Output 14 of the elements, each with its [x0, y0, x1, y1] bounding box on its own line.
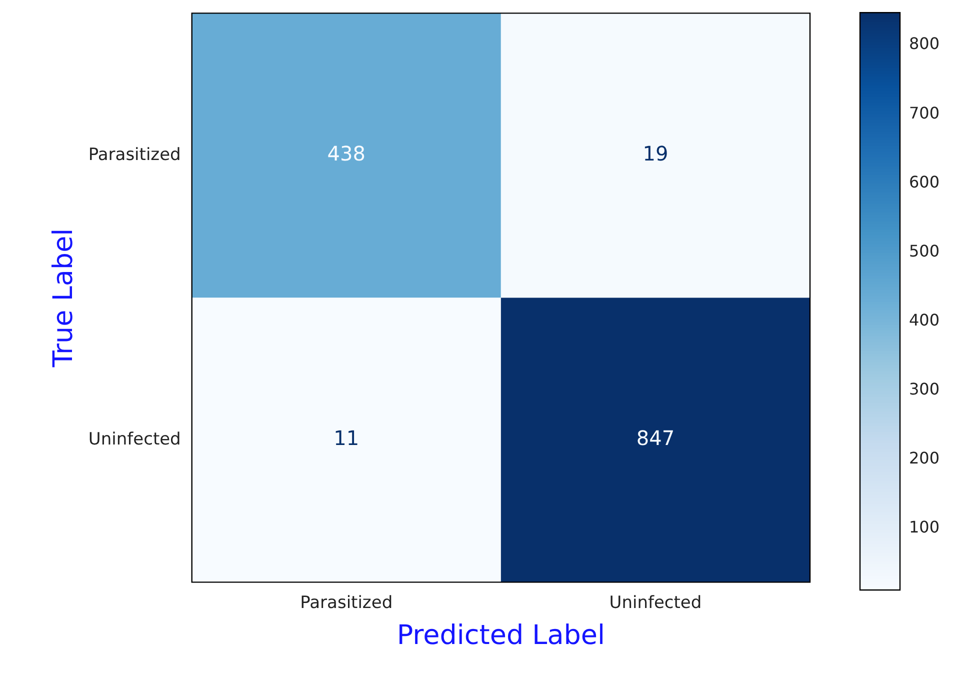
- data-label: 11: [334, 426, 360, 450]
- data-label: 19: [642, 142, 668, 166]
- data-label: 847: [636, 426, 675, 450]
- color-bar-label: 500: [909, 241, 940, 260]
- color-bar-label: 200: [909, 448, 940, 468]
- color-bar-label: 600: [909, 172, 940, 192]
- x-axis-title: Predicted Label: [396, 620, 606, 651]
- color-bar-label: 100: [909, 518, 940, 537]
- color-bar-label: 800: [909, 34, 940, 54]
- data-label: 438: [327, 142, 366, 166]
- y-axis-title: True Label: [48, 228, 80, 368]
- color-bar-label: 700: [909, 103, 940, 122]
- color-bar-label: 400: [909, 310, 940, 330]
- color-bar-label: 300: [909, 380, 940, 399]
